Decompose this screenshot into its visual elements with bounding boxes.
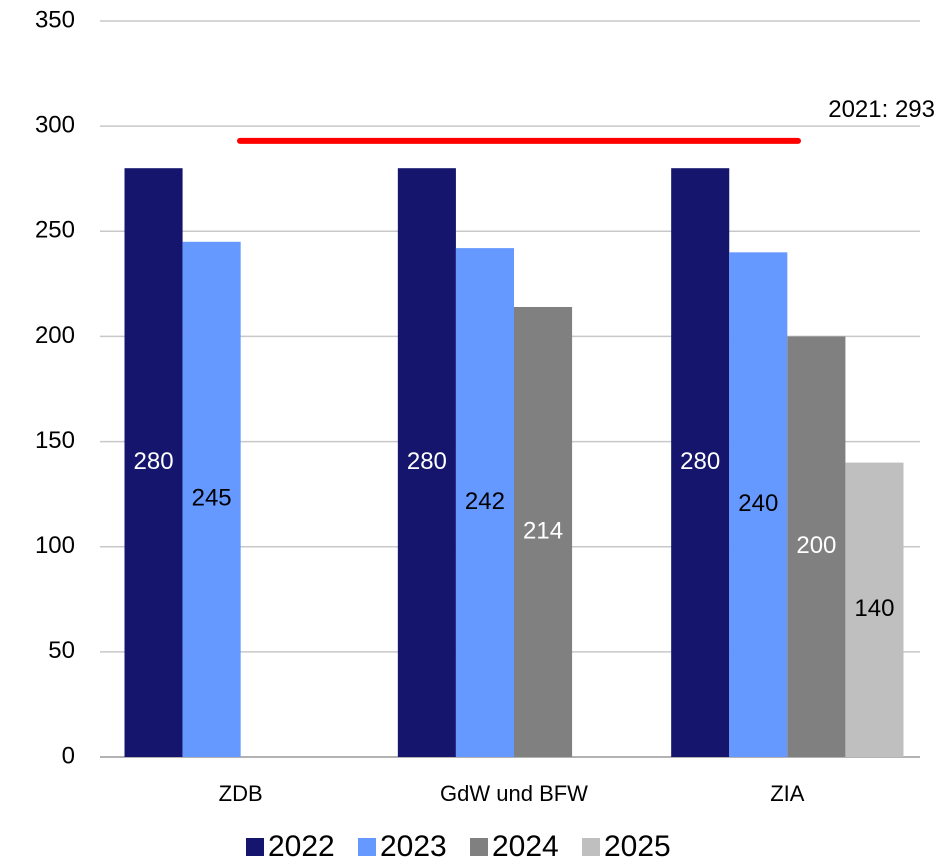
y-tick-label: 250 — [35, 217, 75, 244]
legend-swatch — [246, 838, 264, 856]
y-tick-label: 150 — [35, 427, 75, 454]
bar — [182, 241, 241, 758]
value-label: 200 — [796, 532, 836, 559]
y-tick-label: 300 — [35, 111, 75, 138]
x-tick-label: GdW und BFW — [440, 781, 588, 806]
y-tick-label: 0 — [62, 742, 75, 769]
bar — [787, 336, 846, 757]
bar — [514, 306, 573, 757]
annotation-label: 2021: 293 — [828, 96, 935, 123]
bar — [397, 168, 456, 757]
value-label: 245 — [192, 485, 232, 512]
value-label: 240 — [738, 490, 778, 517]
value-label: 280 — [680, 448, 720, 475]
legend-label: 2025 — [604, 830, 671, 863]
legend-swatch — [470, 838, 488, 856]
legend-swatch — [582, 838, 600, 856]
y-tick-label: 50 — [48, 637, 75, 664]
y-tick-label: 350 — [35, 6, 75, 33]
value-label: 280 — [407, 448, 447, 475]
value-label: 242 — [465, 488, 505, 515]
legend-label: 2022 — [268, 830, 335, 863]
value-label: 280 — [134, 448, 174, 475]
bar — [845, 462, 904, 757]
legend-label: 2023 — [380, 830, 447, 863]
value-label: 140 — [854, 595, 894, 622]
y-tick-label: 100 — [35, 532, 75, 559]
x-tick-label: ZDB — [219, 781, 263, 806]
bar — [729, 252, 788, 758]
bar — [455, 248, 514, 757]
value-label: 214 — [523, 517, 563, 544]
x-tick-label: ZIA — [770, 781, 805, 806]
y-tick-label: 200 — [35, 322, 75, 349]
bar — [124, 168, 183, 757]
legend-label: 2024 — [492, 830, 559, 863]
legend-swatch — [358, 838, 376, 856]
bar — [671, 168, 730, 757]
